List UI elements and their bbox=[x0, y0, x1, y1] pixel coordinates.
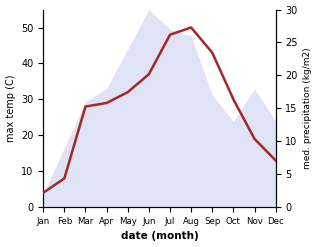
X-axis label: date (month): date (month) bbox=[121, 231, 198, 242]
Y-axis label: max temp (C): max temp (C) bbox=[5, 75, 16, 142]
Y-axis label: med. precipitation (kg/m2): med. precipitation (kg/m2) bbox=[303, 48, 313, 169]
